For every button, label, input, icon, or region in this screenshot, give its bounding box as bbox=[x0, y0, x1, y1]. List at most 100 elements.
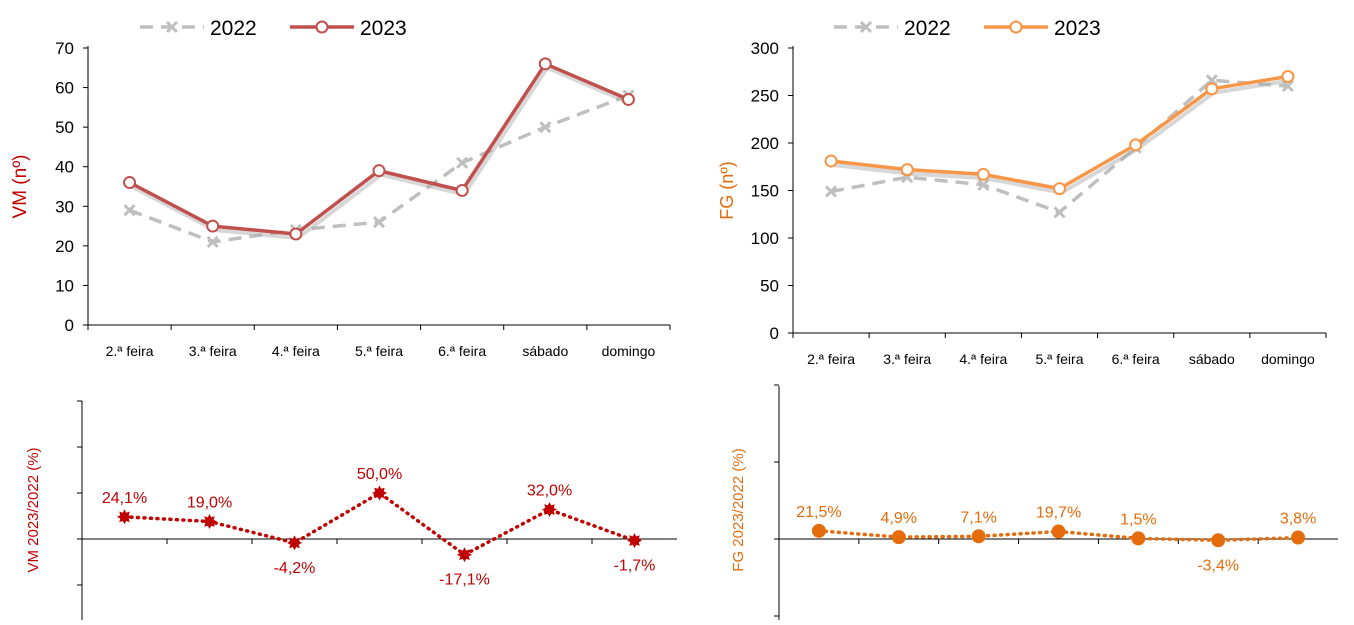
y-tick-label: 250 bbox=[751, 87, 779, 106]
legend-label-2023: 2023 bbox=[1054, 17, 1101, 40]
data-point bbox=[1131, 531, 1146, 546]
data-point bbox=[811, 523, 826, 538]
y-axis-title: FG 2023/2022 (%) bbox=[730, 448, 747, 571]
series-shadow bbox=[130, 65, 632, 241]
data-point bbox=[542, 502, 557, 518]
data-point-2023 bbox=[1129, 138, 1143, 152]
data-point bbox=[1291, 530, 1306, 545]
x-tick-label: 5.ª feira bbox=[1036, 351, 1084, 367]
data-point-2023 bbox=[621, 92, 635, 106]
data-point-2022 bbox=[825, 185, 838, 198]
data-point-2023 bbox=[976, 167, 990, 181]
x-tick-label: 2.ª feira bbox=[106, 343, 154, 359]
data-point-2023 bbox=[372, 164, 386, 178]
vm-pct-chart: VM 2023/2022 (%) 24,1% 19,0% -4,2% 50,0% -17,… bbox=[25, 400, 677, 620]
y-tick-label: 20 bbox=[55, 237, 74, 256]
data-point bbox=[372, 485, 387, 501]
legend-label-2022: 2022 bbox=[210, 17, 257, 40]
legend-marker-2023 bbox=[315, 20, 329, 34]
legend-marker-2022 bbox=[165, 20, 179, 34]
data-point bbox=[1211, 533, 1226, 548]
data-point-2022 bbox=[977, 178, 990, 191]
data-point bbox=[117, 509, 132, 525]
data-label: 19,7% bbox=[1036, 505, 1081, 522]
series-line-2023 bbox=[128, 62, 630, 236]
x-tick-label: 2.ª feira bbox=[807, 351, 855, 367]
x-tick-label: 5.ª feira bbox=[355, 343, 403, 359]
data-point-2023 bbox=[1205, 82, 1219, 96]
y-tick-label: 40 bbox=[55, 158, 74, 177]
data-point-2022 bbox=[123, 204, 136, 217]
data-label: 3,8% bbox=[1280, 511, 1316, 528]
series-shadow bbox=[832, 78, 1291, 195]
y-tick-label: 10 bbox=[55, 276, 74, 295]
y-tick-label: 0 bbox=[770, 324, 779, 343]
data-point-2022 bbox=[206, 235, 219, 248]
data-point bbox=[1051, 524, 1066, 539]
fg-abs-chart: 0 50 100 150 200 250 300 2.ª feira 3.ª feira 4.ª … bbox=[717, 17, 1327, 367]
data-point bbox=[202, 514, 217, 529]
y-axis-title: VM (nº) bbox=[10, 155, 31, 219]
x-tick-label: domingo bbox=[602, 343, 656, 359]
data-point-2023 bbox=[289, 227, 303, 241]
data-label: 50,0% bbox=[357, 466, 402, 483]
data-label: -17,1% bbox=[439, 572, 490, 589]
data-label: 4,9% bbox=[881, 510, 917, 527]
x-tick-label: 6.ª feira bbox=[438, 343, 486, 359]
data-point-2023 bbox=[1053, 182, 1066, 196]
x-tick-label: sábado bbox=[1189, 351, 1235, 367]
data-point bbox=[891, 530, 906, 545]
y-tick-label: 50 bbox=[55, 118, 74, 137]
data-point bbox=[627, 533, 642, 549]
data-point-2022 bbox=[372, 216, 386, 229]
data-point bbox=[971, 529, 986, 544]
data-label: -1,7% bbox=[614, 558, 656, 575]
data-label: 7,1% bbox=[960, 509, 996, 526]
y-tick-label: 30 bbox=[55, 197, 74, 216]
y-tick-label: 70 bbox=[55, 39, 74, 58]
x-tick-label: 3.ª feira bbox=[883, 351, 931, 367]
data-point-2023 bbox=[206, 219, 220, 233]
y-axis-title: VM 2023/2022 (%) bbox=[25, 447, 42, 572]
legend: 2022 2023 bbox=[834, 17, 1101, 40]
legend-marker-2022 bbox=[859, 20, 873, 34]
data-point-2023 bbox=[900, 163, 914, 177]
data-point-2022 bbox=[456, 156, 469, 169]
x-tick-label: 4.ª feira bbox=[959, 351, 1007, 367]
legend-label-2023: 2023 bbox=[360, 17, 407, 40]
y-tick-label: 150 bbox=[751, 182, 779, 201]
data-label: -4,2% bbox=[274, 560, 316, 577]
y-tick-label: 100 bbox=[751, 229, 779, 248]
vm-abs-chart: 0 10 20 30 40 50 60 70 2.ª feira 3.ª feira 4.ª fei… bbox=[10, 17, 671, 359]
data-point-2022 bbox=[1281, 79, 1294, 93]
data-point bbox=[287, 535, 302, 551]
data-point-2023 bbox=[1281, 70, 1295, 83]
data-label: 19,0% bbox=[187, 495, 232, 512]
data-label: -3,4% bbox=[1197, 557, 1239, 574]
data-point-2023 bbox=[455, 183, 469, 197]
x-tick-label: 3.ª feira bbox=[189, 343, 237, 359]
legend-label-2022: 2022 bbox=[904, 17, 951, 40]
y-tick-label: 0 bbox=[65, 316, 74, 335]
x-tick-label: domingo bbox=[1261, 351, 1315, 367]
x-tick-label: 6.ª feira bbox=[1112, 351, 1160, 367]
legend: 2022 2023 bbox=[140, 17, 407, 40]
data-label: 32,0% bbox=[527, 483, 572, 500]
x-tick-label: sábado bbox=[522, 343, 568, 359]
legend-marker-2023 bbox=[1009, 20, 1023, 34]
fg-pct-chart: FG 2023/2022 (%) 21,5% 4,9% 7,1% 19,7% 1,5% -3… bbox=[730, 384, 1338, 620]
y-tick-label: 60 bbox=[55, 79, 74, 98]
data-label: 21,5% bbox=[796, 504, 841, 521]
y-tick-label: 50 bbox=[760, 277, 779, 296]
y-axis-title: FG (nº) bbox=[717, 161, 737, 220]
data-point-2022 bbox=[1053, 206, 1066, 219]
data-point bbox=[457, 547, 472, 563]
data-label: 24,1% bbox=[102, 490, 147, 507]
data-label: 1,5% bbox=[1120, 511, 1156, 528]
y-tick-label: 200 bbox=[751, 134, 779, 153]
data-point-2022 bbox=[539, 121, 552, 134]
data-point-2023 bbox=[538, 57, 552, 71]
data-point-2023 bbox=[123, 176, 137, 190]
